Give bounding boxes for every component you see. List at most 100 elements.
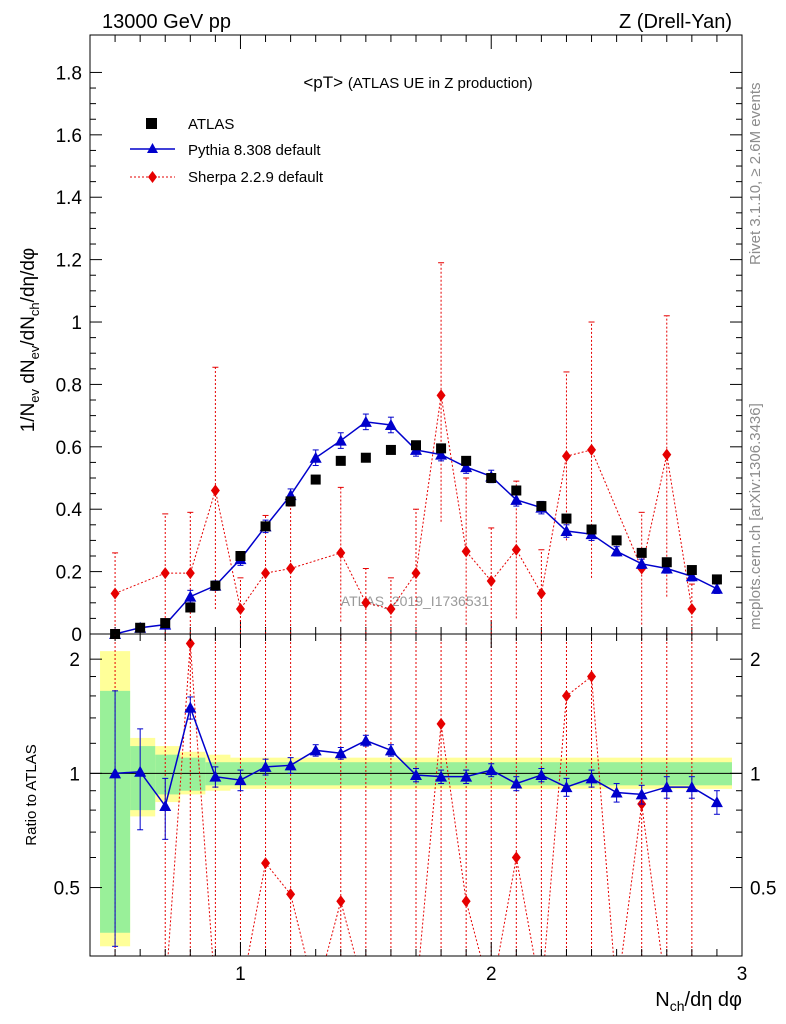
sherpa-point xyxy=(662,448,672,461)
main-y-tick-label: 1.4 xyxy=(56,188,83,209)
pythia-ratio-point xyxy=(610,786,623,798)
pythia-point xyxy=(435,448,448,460)
legend-marker-atlas xyxy=(146,118,157,129)
ratio-y-ticks: 0.5 0.5 1 1 2 2 xyxy=(54,650,777,899)
pythia-ratio-point xyxy=(384,744,397,756)
legend-marker-pythia xyxy=(147,143,158,153)
atlas-point xyxy=(160,618,171,629)
sherpa-ratio-point xyxy=(286,888,296,901)
legend: ATLAS Pythia 8.308 default Sherpa 2.2.9 … xyxy=(130,116,324,186)
pythia-point xyxy=(309,451,322,463)
atlas-point xyxy=(360,452,371,463)
pythia-point xyxy=(710,582,723,594)
pythia-ratio-point xyxy=(309,744,322,756)
legend-label-sherpa: Sherpa 2.2.9 default xyxy=(188,169,324,186)
atlas-point xyxy=(511,485,522,496)
atlas-point xyxy=(285,496,296,507)
legend-label-pythia: Pythia 8.308 default xyxy=(188,142,321,159)
atlas-point xyxy=(310,474,321,485)
sherpa-point xyxy=(461,545,471,558)
atlas-point xyxy=(636,547,647,558)
sherpa-point xyxy=(210,484,220,497)
sherpa-point xyxy=(687,603,697,616)
pythia-ratio-point xyxy=(109,767,122,779)
pythia-ratio-point xyxy=(184,701,197,713)
pythia-point xyxy=(610,545,623,557)
pythia-point xyxy=(460,461,473,473)
sherpa-point xyxy=(436,389,446,402)
main-y-tick-label: 0.6 xyxy=(56,438,82,459)
atlas-point xyxy=(385,444,396,455)
ratio-panel: 0.5 0.5 1 1 2 2 1 2 3 Ratio to ATLAS Nch/dη dφ xyxy=(23,633,777,1014)
header-left: 13000 GeV pp xyxy=(102,11,231,33)
header-right: Z (Drell-Yan) xyxy=(619,11,732,33)
pythia-ratio-point xyxy=(460,770,473,782)
atlas-point xyxy=(686,565,697,576)
pythia-ratio-point xyxy=(685,781,698,793)
pythia-point xyxy=(685,570,698,582)
sherpa-ratio-point xyxy=(436,717,446,730)
legend-label-atlas: ATLAS xyxy=(188,116,234,133)
ratio-y-tick-label-right: 0.5 xyxy=(750,879,776,900)
pythia-ratio-point xyxy=(234,774,247,786)
sherpa-point xyxy=(536,587,546,600)
ratio-y-tick-label: 1 xyxy=(69,764,80,785)
atlas-point xyxy=(561,513,572,524)
ratio-band-inner xyxy=(130,746,156,811)
main-y-tick-label: 0.4 xyxy=(56,500,83,521)
atlas-point xyxy=(461,455,472,466)
pythia-ratio-point xyxy=(710,796,723,808)
main-y-tick-label: 1.8 xyxy=(56,63,82,84)
atlas-point xyxy=(486,473,497,484)
pythia-point xyxy=(510,493,523,505)
ratio-y-tick-label: 2 xyxy=(69,650,80,671)
pythia-ratio-point xyxy=(510,777,523,789)
pythia-ratio-point xyxy=(485,764,498,776)
x-tick-label: 1 xyxy=(235,964,246,985)
atlas-point xyxy=(185,602,196,613)
main-y-tick-label: 0 xyxy=(71,625,82,646)
pythia-ratio-point xyxy=(660,781,673,793)
main-y-tick-label: 1.2 xyxy=(56,251,82,272)
pythia-point xyxy=(635,557,648,569)
main-y-axis-label: 1/Nev dNev/dNch/dη/dφ xyxy=(18,248,42,433)
pythia-ratio-point xyxy=(535,769,548,781)
main-panel: 0 0.2 0.4 0.6 0.8 1 1.2 1.4 1.6 1.8 <pT> (ATLAS U… xyxy=(18,34,743,646)
sherpa-ratio-point xyxy=(511,851,521,864)
ratio-band-inner xyxy=(180,757,206,791)
ratio-y-axis-label: Ratio to ATLAS xyxy=(23,744,40,845)
sherpa-point xyxy=(160,567,170,580)
atlas-point xyxy=(260,521,271,532)
main-y-tick-label: 1 xyxy=(71,313,82,334)
atlas-point xyxy=(210,580,221,591)
sherpa-ratio-point xyxy=(461,895,471,908)
pythia-point xyxy=(660,562,673,574)
atlas-point xyxy=(411,440,421,451)
sherpa-point xyxy=(587,443,597,456)
ratio-y-tick-label-right: 1 xyxy=(750,764,761,785)
atlas-point xyxy=(235,551,246,562)
pythia-point xyxy=(184,590,197,602)
pythia-ratio-point xyxy=(209,770,222,782)
sherpa-point xyxy=(261,567,271,580)
sherpa-ratio-point xyxy=(587,670,597,683)
sherpa-point xyxy=(386,603,396,616)
sherpa-line xyxy=(114,395,693,611)
x-tick-label: 2 xyxy=(486,964,497,985)
main-y-tick-label: 1.6 xyxy=(56,126,82,147)
pythia-ratio-series xyxy=(109,690,723,947)
atlas-point xyxy=(335,455,346,466)
atlas-point xyxy=(436,443,447,454)
x-axis-label: Nch/dη dφ xyxy=(655,989,742,1014)
pythia-ratio-point xyxy=(159,800,172,812)
ratio-y-tick-label: 0.5 xyxy=(54,879,80,900)
main-y-tick-label: 0.8 xyxy=(56,375,82,396)
pythia-ratio-point xyxy=(359,734,372,746)
sherpa-point xyxy=(110,587,120,600)
sherpa-ratio-point xyxy=(561,689,571,702)
side-label-mcplots: mcplots.cern.ch [arXiv:1306.3436] xyxy=(747,403,764,630)
sherpa-point xyxy=(561,450,571,463)
pythia-ratio-point xyxy=(635,788,648,800)
atlas-point xyxy=(661,557,672,568)
sherpa-ratio-point xyxy=(261,857,271,870)
